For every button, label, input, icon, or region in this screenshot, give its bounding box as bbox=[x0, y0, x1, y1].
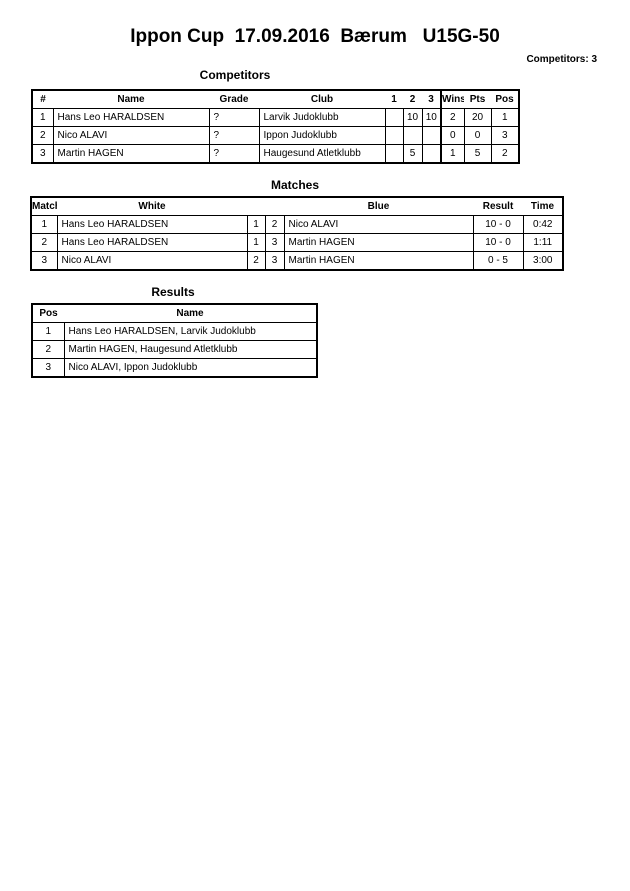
table-cell: 2 bbox=[264, 215, 285, 234]
table-cell: 2 bbox=[440, 108, 465, 127]
results-heading: Results bbox=[151, 285, 195, 299]
page-title: Ippon Cup 17.09.2016 Bærum U15G-50 bbox=[130, 26, 500, 47]
table-cell: Hans Leo HARALDSEN bbox=[56, 215, 248, 234]
table-cell: Haugesund Atletklubb bbox=[258, 144, 386, 164]
table-cell: Nico ALAVI bbox=[56, 251, 248, 271]
column-header: White bbox=[138, 201, 166, 212]
table-cell: 1 bbox=[246, 233, 266, 252]
column-header: 3 bbox=[428, 94, 434, 105]
table-cell: 1 bbox=[31, 322, 65, 341]
table-cell: 3 bbox=[31, 358, 65, 378]
table-cell: 1 bbox=[30, 215, 58, 234]
table-cell: 3 bbox=[31, 144, 54, 164]
table-row: 1 Hans Leo HARALDSEN? Larvik Judoklubb 10 10… bbox=[31, 108, 520, 127]
column-header bbox=[265, 197, 284, 216]
table-cell: Nico ALAVI bbox=[283, 215, 474, 234]
competitors-table: # Name Grade Club 1 2 3 Wins Pts Pos 1 Hans Leo HAR… bbox=[31, 89, 520, 164]
table-cell: 0:42 bbox=[522, 215, 564, 234]
table-cell: Hans Leo HARALDSEN bbox=[52, 108, 210, 127]
table-cell: 1 bbox=[440, 144, 465, 164]
table-cell: 3:00 bbox=[522, 251, 564, 271]
column-header: Blue bbox=[367, 201, 390, 212]
table-cell: 2 bbox=[246, 251, 266, 271]
table-cell bbox=[384, 108, 404, 127]
table-cell: 10 - 0 bbox=[472, 233, 524, 252]
column-header bbox=[247, 197, 265, 216]
table-cell: Hans Leo HARALDSEN, Larvik Judoklubb bbox=[63, 322, 318, 341]
table-cell: 5 bbox=[402, 144, 423, 164]
table-cell: Nico ALAVI bbox=[52, 126, 210, 145]
column-header: Time bbox=[530, 201, 555, 212]
table-row: 2 Nico ALAVI? Ippon Judoklubb 0 0 3 bbox=[31, 126, 520, 145]
matches-heading: Matches bbox=[270, 178, 320, 192]
table-cell: 1 bbox=[246, 215, 266, 234]
table-cell: 1 bbox=[490, 108, 520, 127]
table-row: 1 Hans Leo HARALDSEN 1 2 Nico ALAVI 10 - 0 0:4… bbox=[30, 215, 564, 234]
column-header: Wins bbox=[440, 90, 464, 109]
competitors-heading: Competitors bbox=[199, 68, 271, 82]
column-header: Pos bbox=[495, 94, 514, 105]
column-header: Grade bbox=[219, 94, 249, 105]
column-header: Pos bbox=[39, 308, 58, 319]
table-cell: 1:11 bbox=[522, 233, 564, 252]
table-cell bbox=[421, 126, 442, 145]
table-cell: Martin HAGEN bbox=[52, 144, 210, 164]
table-cell: 0 - 5 bbox=[472, 251, 524, 271]
table-cell: ? bbox=[208, 126, 260, 145]
table-cell bbox=[384, 126, 404, 145]
column-header: 2 bbox=[409, 94, 416, 105]
table-cell: ? bbox=[208, 144, 260, 164]
header-row: Match White Blue Result Time bbox=[31, 197, 563, 216]
table-cell: Larvik Judoklubb bbox=[258, 108, 386, 127]
table-cell: ? bbox=[208, 108, 260, 127]
results-table: Pos Name 1 Hans Leo HARALDSEN, Larvik Judok… bbox=[31, 303, 318, 378]
column-header: Pts bbox=[469, 94, 486, 105]
table-cell: Martin HAGEN, Haugesund Atletklubb bbox=[63, 340, 318, 359]
table-cell: 10 - 0 bbox=[472, 215, 524, 234]
table-cell bbox=[421, 144, 442, 164]
table-cell: 3 bbox=[490, 126, 520, 145]
table-cell: 0 bbox=[463, 126, 492, 145]
table-cell: Martin HAGEN bbox=[283, 233, 474, 252]
table-row: 1 Hans Leo HARALDSEN, Larvik Judoklubb bbox=[31, 322, 318, 341]
table-cell: Hans Leo HARALDSEN bbox=[56, 233, 248, 252]
table-cell: 2 bbox=[31, 340, 65, 359]
table-cell: 3 bbox=[30, 251, 58, 271]
table-row: 3 Martin HAGEN? Haugesund Atletklubb 5 1 5 2 bbox=[31, 144, 520, 164]
table-cell: 10 bbox=[402, 108, 423, 127]
table-cell: 2 bbox=[31, 126, 54, 145]
column-header: Name bbox=[117, 94, 145, 105]
table-row: 3 Nico ALAVI, Ippon Judoklubb bbox=[31, 358, 318, 378]
table-cell: Ippon Judoklubb bbox=[258, 126, 386, 145]
table-cell: 5 bbox=[463, 144, 492, 164]
table-cell: 20 bbox=[463, 108, 492, 127]
table-cell: Nico ALAVI, Ippon Judoklubb bbox=[63, 358, 318, 378]
column-header: Result bbox=[482, 201, 514, 212]
table-cell: 3 bbox=[264, 251, 285, 271]
table-cell bbox=[384, 144, 404, 164]
table-row: 2 Martin HAGEN, Haugesund Atletklubb bbox=[31, 340, 318, 359]
table-cell: Martin HAGEN bbox=[283, 251, 474, 271]
column-header: # bbox=[40, 94, 46, 105]
column-header: Name bbox=[176, 308, 204, 319]
header-row: # Name Grade Club 1 2 3 Wins Pts Pos bbox=[32, 90, 519, 109]
table-cell: 3 bbox=[264, 233, 285, 252]
column-header: Match bbox=[32, 201, 57, 212]
table-cell bbox=[402, 126, 423, 145]
table-cell: 0 bbox=[440, 126, 465, 145]
column-header: Club bbox=[310, 94, 334, 105]
table-cell: 10 bbox=[421, 108, 442, 127]
table-row: 3 Nico ALAVI 2 3 Martin HAGEN 0 - 5 3:00 bbox=[30, 251, 564, 271]
header-row: Pos Name bbox=[32, 304, 317, 323]
column-header: 1 bbox=[391, 94, 397, 105]
table-cell: 2 bbox=[30, 233, 58, 252]
table-cell: 2 bbox=[490, 144, 520, 164]
table-cell: 1 bbox=[31, 108, 54, 127]
competitors-count: Competitors: 3 bbox=[526, 54, 597, 65]
